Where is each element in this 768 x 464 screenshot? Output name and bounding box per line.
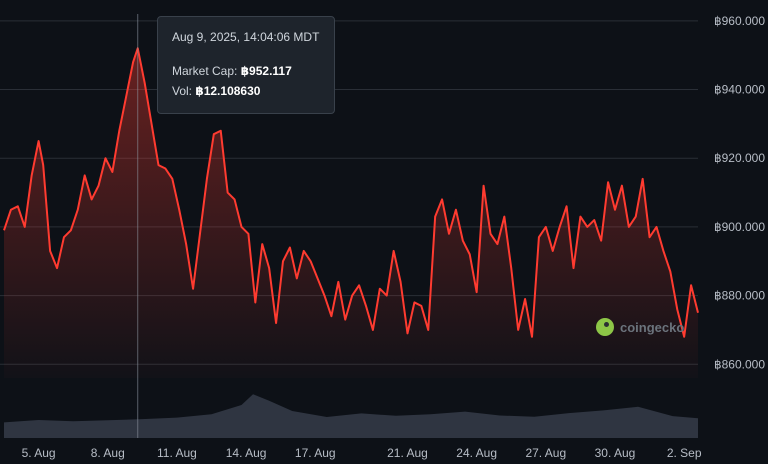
tooltip: Aug 9, 2025, 14:04:06 MDT Market Cap: ฿9… <box>157 16 335 114</box>
tooltip-market-cap-value: ฿952.117 <box>240 64 292 78</box>
tooltip-date: Aug 9, 2025, 14:04:06 MDT <box>172 30 320 44</box>
y-axis: ฿960.000 ฿940.000 ฿920.000 ฿900.000 ฿880.000… <box>714 14 765 371</box>
y-tick-label: ฿940.000 <box>714 83 765 97</box>
x-tick-label: 14. Aug <box>226 446 267 460</box>
volume-series <box>4 394 698 438</box>
x-axis: 5. Aug 8. Aug 11. Aug 14. Aug 17. Aug 21. Aug… <box>22 446 702 460</box>
price-area-fill <box>4 48 698 378</box>
x-tick-label: 17. Aug <box>295 446 336 460</box>
y-tick-label: ฿900.000 <box>714 220 765 234</box>
tooltip-vol-label: Vol: <box>172 84 193 98</box>
coingecko-watermark: coingecko <box>596 318 684 336</box>
x-tick-label: 21. Aug <box>387 446 428 460</box>
x-tick-label: 8. Aug <box>91 446 125 460</box>
x-tick-label: 5. Aug <box>22 446 56 460</box>
x-tick-label: 30. Aug <box>595 446 636 460</box>
y-tick-label: ฿960.000 <box>714 14 765 28</box>
x-tick-label: 11. Aug <box>157 446 197 460</box>
x-tick-label: 24. Aug <box>456 446 497 460</box>
tooltip-vol-value: ฿12.108630 <box>195 84 261 98</box>
tooltip-market-cap: Market Cap: ฿952.117 <box>172 64 320 78</box>
y-tick-label: ฿920.000 <box>714 151 765 165</box>
price-area <box>3 47 699 378</box>
watermark-text: coingecko <box>620 319 685 335</box>
x-tick-label: 27. Aug <box>525 446 566 460</box>
tooltip-market-cap-label: Market Cap: <box>172 64 238 78</box>
price-line <box>3 47 699 338</box>
y-tick-label: ฿860.000 <box>714 357 765 371</box>
y-tick-label: ฿880.000 <box>714 289 765 303</box>
tooltip-volume: Vol: ฿12.108630 <box>172 84 320 98</box>
volume-area <box>4 394 698 438</box>
x-tick-label: 2. Sep <box>667 446 702 460</box>
gecko-logo-icon <box>596 318 614 336</box>
